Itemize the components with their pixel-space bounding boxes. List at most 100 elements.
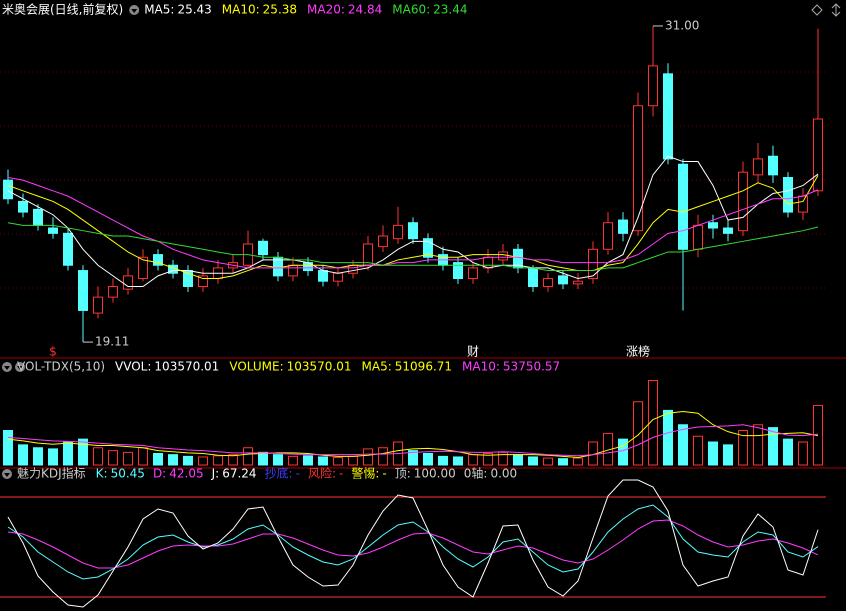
- volume-bar: [333, 457, 343, 466]
- indicator-line: [7, 177, 819, 269]
- annotation-label: 31.00: [665, 18, 699, 32]
- legend-name: MA60:: [392, 3, 430, 17]
- candle-body: [753, 158, 763, 176]
- candle-body: [33, 208, 43, 226]
- menu-icon-arrow: [4, 366, 10, 370]
- volume-bar: [108, 450, 118, 466]
- candle-body: [93, 296, 103, 314]
- candle-body: [78, 270, 88, 311]
- legend-name: MA10:: [462, 360, 500, 374]
- candle-body: [618, 219, 628, 234]
- candle-body: [408, 222, 418, 240]
- legend-name: MA10:: [222, 3, 260, 17]
- volume-bar: [573, 457, 583, 466]
- volume-bar: [528, 456, 538, 466]
- indicator-line: [7, 424, 819, 457]
- candle-body: [138, 256, 148, 280]
- legend-value: 51096.71: [395, 360, 452, 374]
- event-marker: $: [49, 345, 57, 359]
- volume-bar: [438, 455, 448, 466]
- candle-body: [318, 270, 328, 282]
- indicator-line: [7, 175, 819, 280]
- volume-bar: [318, 456, 328, 466]
- volume-bar: [708, 441, 718, 466]
- legend-name: K:: [96, 467, 108, 481]
- legend-name: VOLUME:: [229, 360, 283, 374]
- volume-bar: [303, 455, 313, 466]
- volume-bar: [183, 455, 193, 466]
- candle-body: [648, 65, 658, 107]
- volume-bar: [348, 455, 358, 466]
- menu-icon-arrow: [131, 9, 138, 13]
- legend-name: MA5:: [144, 3, 174, 17]
- legend-value: 50.45: [111, 467, 145, 481]
- candle-body: [768, 155, 778, 176]
- volume-bar: [93, 447, 103, 466]
- signal-name: 抄底:: [265, 466, 293, 481]
- legend-name: J:: [211, 467, 220, 481]
- candle-body: [258, 240, 268, 256]
- volume-bar: [468, 454, 478, 466]
- legend-value: 67.24: [222, 467, 256, 481]
- legend-value: 25.38: [263, 3, 297, 17]
- level-name: 顶:: [395, 467, 411, 481]
- candle-body: [3, 179, 13, 200]
- volume-bar: [633, 401, 643, 466]
- volume-bar: [363, 448, 373, 466]
- candle-body: [693, 224, 703, 250]
- candle-body: [153, 254, 163, 266]
- indicator-line: [7, 222, 819, 272]
- diamond-icon[interactable]: [811, 4, 823, 16]
- legend-value: 103570.01: [154, 360, 219, 374]
- candle-body: [378, 235, 388, 248]
- level-value: 0.00: [490, 467, 517, 481]
- candle-body: [48, 227, 58, 234]
- volume-bar: [678, 424, 688, 466]
- volume-bar: [753, 424, 763, 466]
- indicator-line: [7, 504, 819, 580]
- menu-icon-arrow: [4, 473, 10, 477]
- panel-title: VOL-TDX(5,10): [17, 360, 105, 374]
- candle-body: [453, 262, 463, 280]
- legend-name: D:: [153, 467, 166, 481]
- legend-value: 24.84: [348, 3, 382, 17]
- volume-bar: [738, 430, 748, 466]
- volume-bar: [78, 438, 88, 466]
- volume-bar: [498, 451, 508, 466]
- legend-name: VVOL:: [115, 360, 151, 374]
- candle-body: [813, 118, 823, 192]
- volume-bar: [288, 455, 298, 466]
- panel-title: 魅力KDJ指标: [17, 466, 86, 481]
- legend-value: 103570.01: [287, 360, 352, 374]
- indicator-line: [7, 519, 819, 569]
- volume-bar: [258, 451, 268, 466]
- volume-bar: [768, 427, 778, 466]
- candle-body: [738, 171, 748, 232]
- indicator-line: [7, 479, 819, 608]
- volume-bar: [138, 447, 148, 466]
- candle-body: [348, 264, 358, 274]
- volume-bar: [423, 453, 433, 466]
- signal-value: -: [296, 467, 300, 481]
- legend-name: MA5:: [362, 360, 392, 374]
- candle-body: [18, 200, 28, 213]
- resize-icon[interactable]: [831, 3, 841, 17]
- annotation-label: 19.11: [95, 335, 129, 349]
- event-marker: 涨榜: [626, 344, 650, 359]
- event-marker: 财: [467, 345, 479, 359]
- volume-bar: [453, 456, 463, 466]
- volume-bar: [18, 444, 28, 466]
- volume-bar: [153, 453, 163, 466]
- signal-name: 警惕:: [351, 466, 379, 481]
- candle-body: [198, 275, 208, 288]
- legend-value: 23.44: [433, 3, 467, 17]
- volume-bar: [33, 447, 43, 466]
- volume-bar: [123, 451, 133, 466]
- volume-bar: [618, 438, 628, 466]
- volume-bar: [558, 458, 568, 466]
- volume-bar: [783, 438, 793, 466]
- volume-bar: [513, 454, 523, 466]
- indicator-line: [7, 155, 819, 288]
- candle-body: [468, 267, 478, 280]
